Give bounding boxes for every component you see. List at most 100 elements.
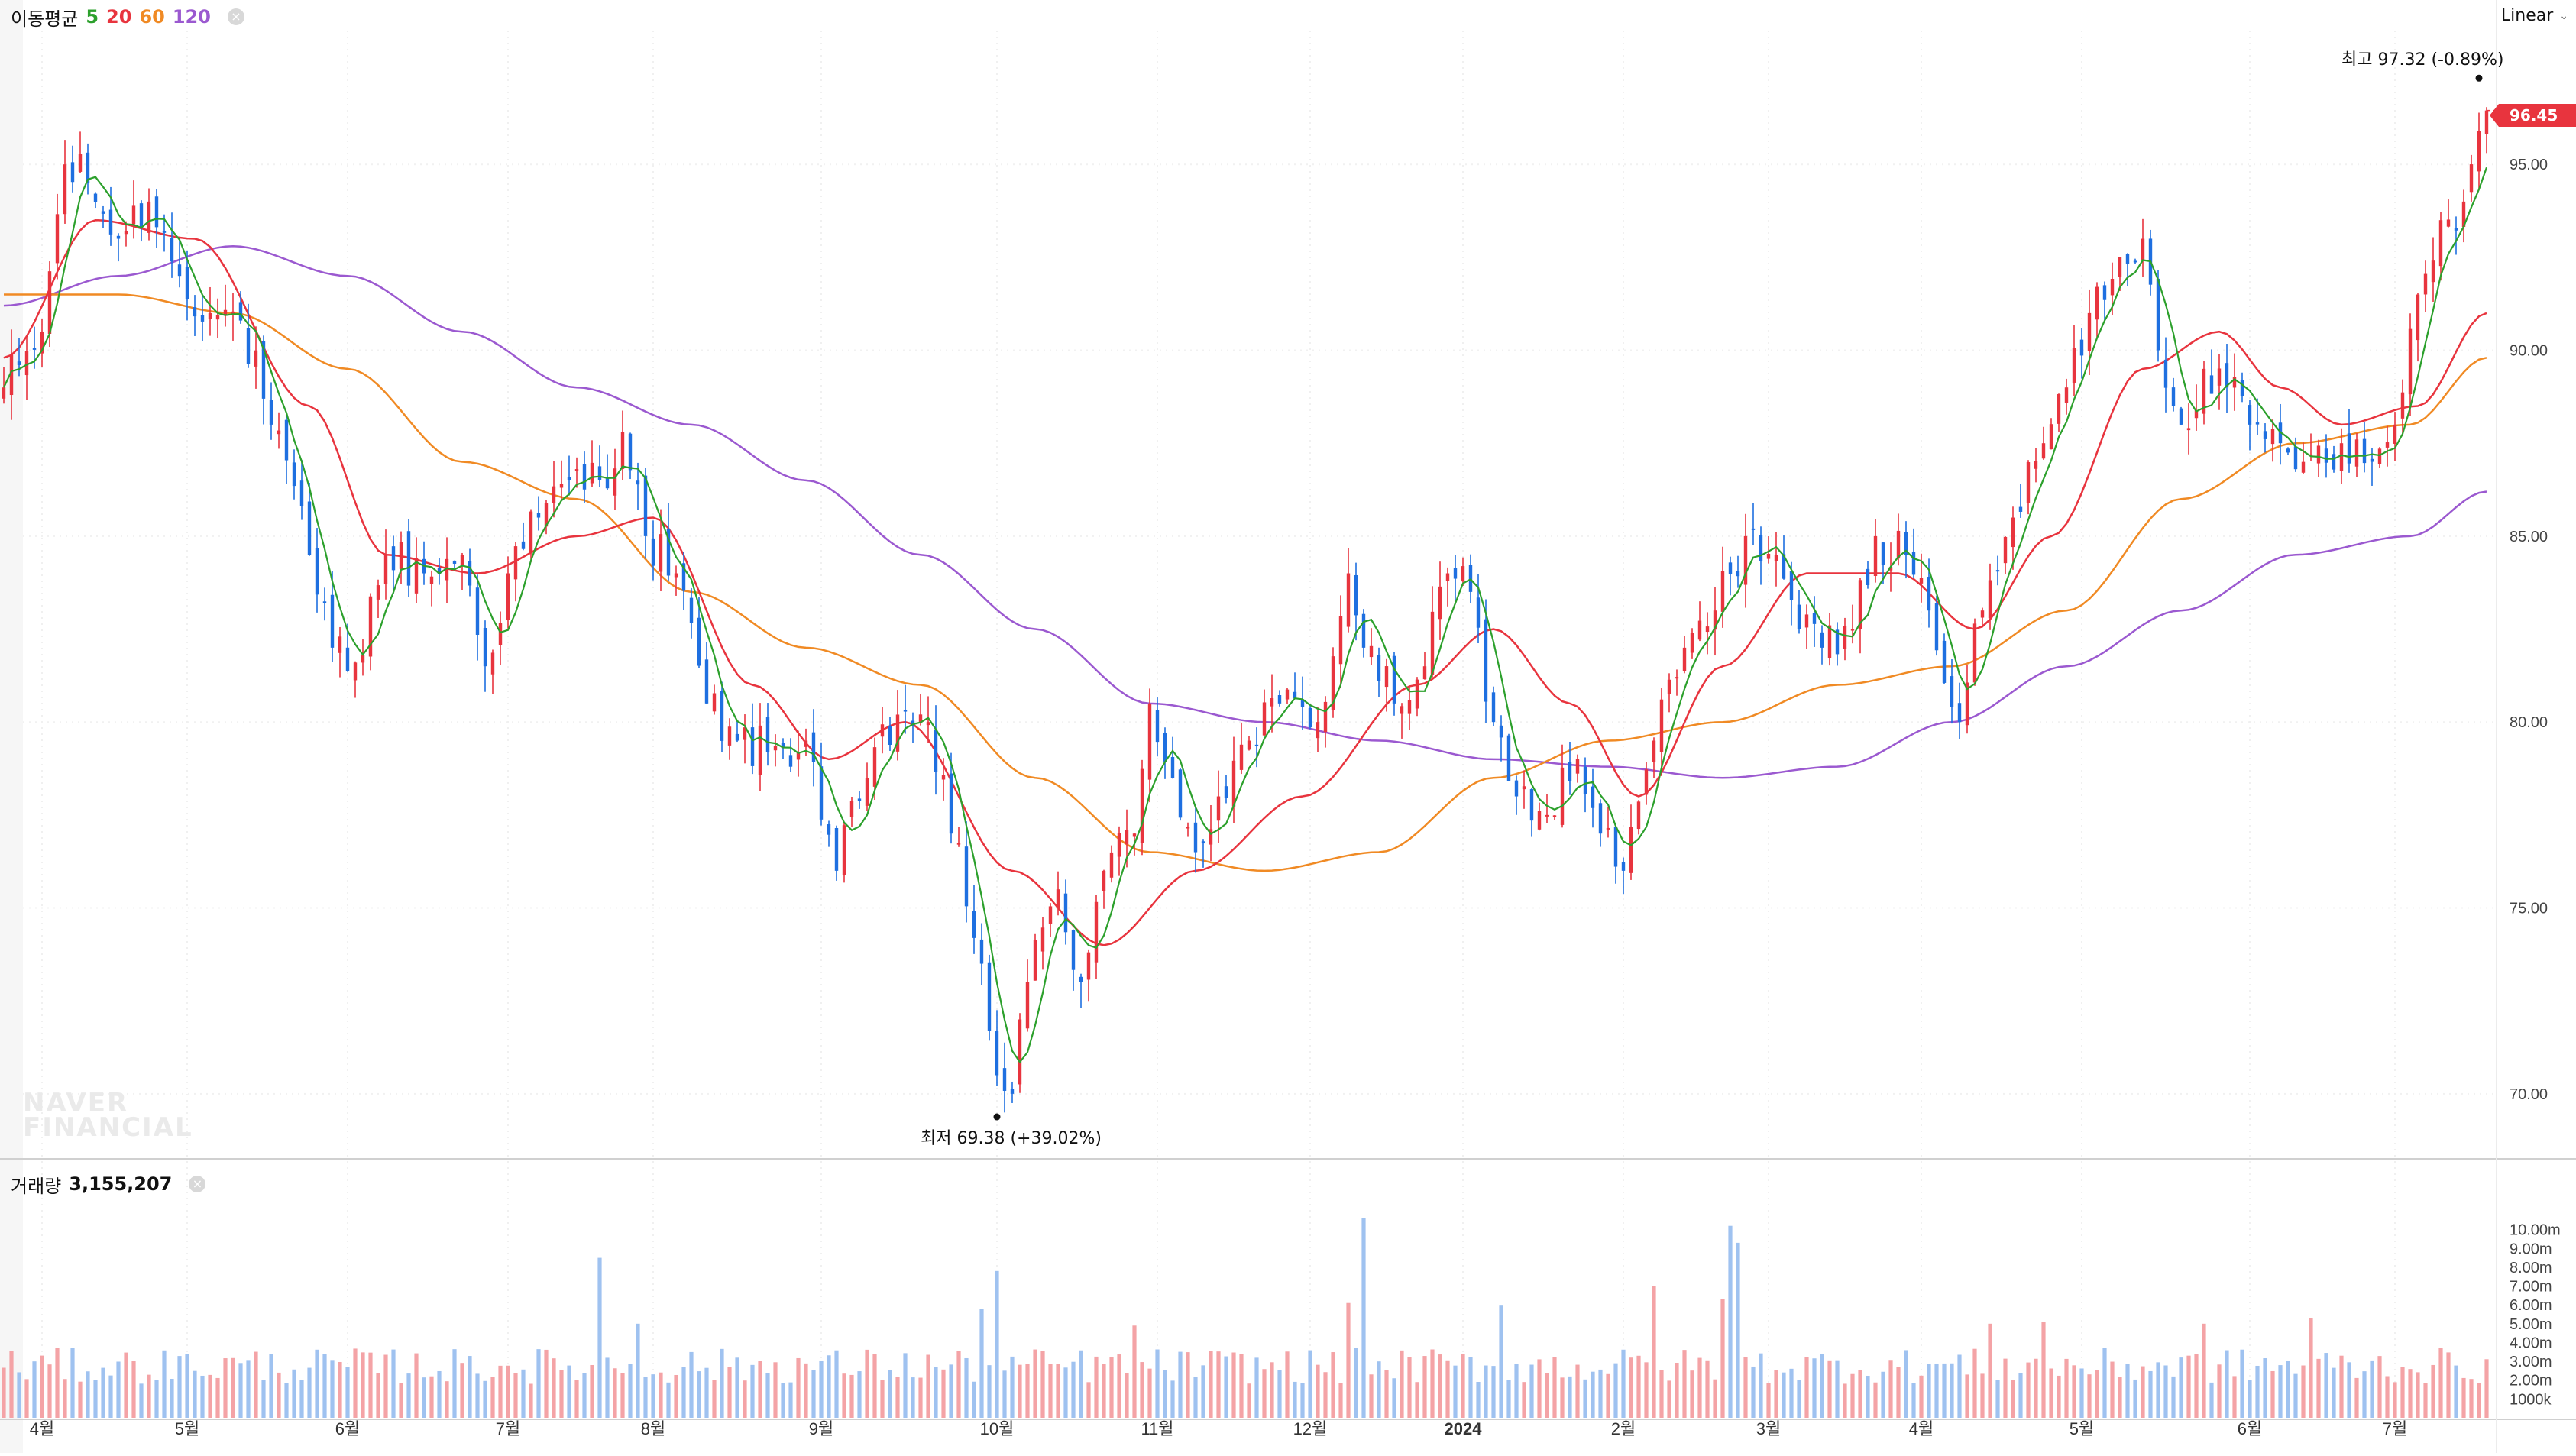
volume-bar — [1529, 1364, 1534, 1418]
candle-body — [2438, 220, 2443, 267]
candle-body — [1209, 829, 1213, 845]
volume-bar — [231, 1357, 235, 1418]
candle-body — [277, 430, 281, 435]
candle-body — [1888, 567, 1893, 571]
candle-body — [2179, 408, 2183, 425]
candle-body — [1782, 554, 1786, 579]
volume-bar — [1751, 1366, 1756, 1418]
candle-body — [1980, 610, 1985, 618]
volume-bar — [1262, 1369, 1267, 1418]
volume-bar — [1216, 1351, 1221, 1418]
candle-body — [1346, 573, 1351, 627]
candle-body — [1736, 571, 1740, 577]
candle-body — [2255, 422, 2260, 425]
volume-bar — [2003, 1358, 2008, 1418]
candle-body — [819, 766, 824, 820]
volume-bar — [391, 1349, 396, 1418]
volume-bar — [804, 1363, 808, 1418]
remove-volume-icon[interactable]: × — [189, 1176, 206, 1192]
candle-body — [1178, 769, 1183, 818]
candle-body — [1484, 619, 1488, 702]
volume-bar — [888, 1370, 892, 1418]
candle-body — [2362, 438, 2367, 464]
candle-body — [177, 264, 182, 277]
volume-bar — [1293, 1381, 1297, 1418]
volume-bar — [544, 1349, 549, 1418]
candle-body — [2408, 328, 2413, 395]
volume-bar — [261, 1380, 266, 1418]
volume-bar — [735, 1357, 739, 1418]
volume-bar — [2148, 1370, 2153, 1418]
month-tick-label: 11월 — [1141, 1419, 1173, 1438]
volume-bar — [1743, 1357, 1748, 1418]
volume-bar — [727, 1367, 732, 1418]
candle-body — [574, 469, 579, 471]
volume-bar — [223, 1358, 228, 1418]
candle-body — [689, 597, 694, 623]
volume-bar — [681, 1367, 686, 1418]
candle-body — [1529, 789, 1534, 821]
candle-body — [1919, 578, 1924, 584]
volume-legend[interactable]: 거래량 3,155,207 × — [11, 1170, 206, 1198]
volume-bar — [1361, 1218, 1366, 1418]
volume-bar — [1560, 1377, 1565, 1418]
volume-bar — [1545, 1373, 1549, 1418]
candle-body — [361, 655, 365, 663]
candle-body — [2293, 446, 2298, 470]
volume-bar — [865, 1349, 869, 1418]
volume-bar — [1896, 1367, 1901, 1418]
volume-bar — [1690, 1370, 1694, 1418]
candle-body — [1193, 822, 1198, 853]
candle-body — [1804, 614, 1809, 628]
candle-body — [2477, 131, 2481, 172]
volume-bar — [1804, 1357, 1809, 1418]
candle-body — [1820, 632, 1824, 648]
candle-body — [1506, 735, 1511, 781]
remove-indicator-icon[interactable]: × — [227, 8, 244, 25]
volume-bar — [2370, 1360, 2374, 1418]
volume-bar — [383, 1354, 388, 1418]
candle-body — [2064, 387, 2069, 403]
scale-toggle[interactable]: Linear ⌄ — [2501, 6, 2568, 25]
volume-bar — [2186, 1355, 2191, 1418]
candle-body — [108, 209, 113, 235]
volume-bar — [2248, 1380, 2252, 1418]
volume-bar — [1682, 1350, 1687, 1418]
candle-body — [2003, 536, 2008, 564]
volume-bar — [613, 1368, 617, 1418]
candle-body — [254, 350, 258, 367]
candle-body — [956, 843, 961, 845]
volume-bar — [979, 1309, 984, 1418]
price-tick-label: 95.00 — [2510, 157, 2548, 173]
candle-body — [131, 205, 136, 225]
candle-body — [63, 164, 67, 215]
volume-bar — [559, 1370, 564, 1418]
candle-body — [1728, 562, 1733, 574]
volume-bar — [1583, 1379, 1587, 1418]
moving-average-legend[interactable]: 이동평균 5 20 60 120 × — [11, 2, 244, 32]
candle-body — [1140, 768, 1144, 843]
candle-body — [1369, 645, 1374, 658]
candle-body — [1499, 725, 1503, 738]
volume-bar — [2202, 1323, 2206, 1418]
candle-body — [1377, 655, 1381, 681]
candle-body — [1270, 698, 1274, 707]
volume-bar — [743, 1380, 747, 1418]
low-marker — [993, 1113, 1001, 1121]
volume-bar — [307, 1367, 312, 1418]
scale-toggle-label: Linear — [2500, 6, 2554, 25]
candle-body — [437, 568, 442, 574]
volume-bar — [1033, 1349, 1037, 1418]
candle-body — [1621, 862, 1626, 871]
candle-body — [888, 726, 892, 745]
candle-body — [47, 271, 52, 334]
candle-body — [338, 636, 342, 653]
candle-body — [880, 724, 885, 737]
candle-body — [1018, 1019, 1022, 1085]
candle-body — [1186, 827, 1190, 829]
candle-body — [1697, 620, 1702, 640]
volume-bar — [2179, 1357, 2183, 1418]
volume-tick-label: 6.00m — [2510, 1297, 2552, 1314]
